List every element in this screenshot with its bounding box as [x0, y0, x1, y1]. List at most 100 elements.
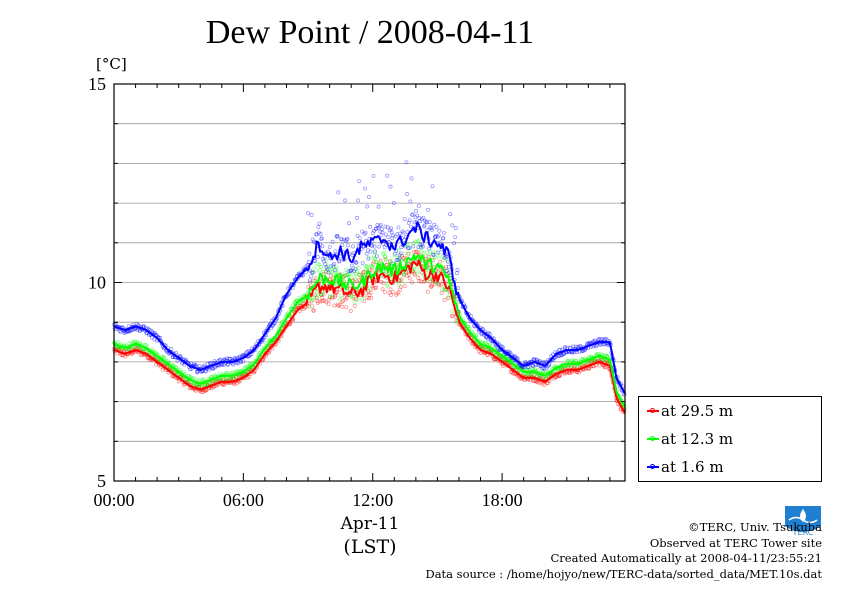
- data-point: [207, 367, 212, 372]
- data-point: [310, 237, 315, 242]
- data-point: [523, 360, 528, 365]
- data-point: [370, 231, 375, 236]
- data-point: [367, 292, 372, 297]
- data-point: [344, 272, 349, 277]
- data-point: [186, 373, 191, 378]
- data-point: [221, 383, 226, 388]
- data-point: [122, 349, 127, 354]
- data-point: [331, 272, 336, 276]
- data-point: [602, 365, 607, 370]
- data-point: [382, 250, 387, 255]
- data-point: [323, 269, 328, 274]
- data-point: [368, 290, 373, 295]
- data-point: [419, 279, 424, 284]
- data-point: [176, 379, 181, 384]
- data-point: [424, 219, 429, 224]
- data-point: [348, 268, 353, 273]
- data-point: [126, 329, 131, 334]
- data-point: [523, 366, 528, 371]
- data-point: [126, 347, 131, 352]
- data-point: [329, 267, 334, 272]
- data-point: [592, 358, 597, 363]
- data-point: [378, 229, 383, 234]
- data-point: [537, 358, 542, 363]
- data-point: [138, 352, 143, 357]
- data-point: [437, 283, 442, 288]
- data-point: [215, 378, 220, 383]
- data-point: [368, 286, 373, 291]
- data-point: [399, 245, 404, 250]
- data-point: [419, 244, 424, 249]
- data-point: [372, 250, 377, 255]
- data-point: [311, 308, 316, 313]
- legend-label: at 12.3 m: [661, 430, 734, 448]
- data-point: [495, 347, 500, 352]
- data-point: [385, 283, 390, 288]
- data-point: [228, 356, 233, 361]
- data-point: [319, 291, 324, 296]
- data-point: [397, 255, 402, 260]
- x-tick-label: 18:00: [482, 490, 523, 510]
- data-point: [552, 376, 556, 381]
- data-point: [524, 373, 529, 378]
- data-point: [317, 262, 322, 267]
- data-point: [267, 350, 271, 355]
- data-point: [597, 363, 602, 368]
- data-point: [186, 379, 191, 384]
- data-point: [323, 262, 328, 267]
- data-point: [412, 272, 417, 277]
- data-point: [378, 222, 383, 227]
- data-point: [144, 343, 149, 348]
- data-point: [397, 257, 401, 262]
- data-point: [481, 345, 486, 350]
- data-point: [486, 336, 491, 341]
- data-point: [433, 280, 438, 285]
- x-tick-label: 12:00: [352, 490, 393, 510]
- data-point: [412, 264, 417, 269]
- data-point: [244, 350, 249, 355]
- data-point: [309, 283, 313, 288]
- data-point: [448, 212, 453, 216]
- data-point: [351, 296, 356, 301]
- data-point: [333, 293, 338, 298]
- data-point: [533, 367, 538, 371]
- data-point: [373, 226, 378, 231]
- data-point: [444, 268, 449, 273]
- data-point: [309, 213, 314, 217]
- data-point: [594, 344, 598, 349]
- data-point: [225, 356, 229, 361]
- data-point: [377, 224, 382, 229]
- data-point: [450, 308, 455, 313]
- data-point: [147, 358, 152, 362]
- data-point: [366, 255, 371, 260]
- data-point: [453, 226, 458, 230]
- data-point: [312, 265, 317, 270]
- data-point: [441, 230, 446, 235]
- data-point: [331, 263, 336, 268]
- data-point: [204, 382, 209, 387]
- data-point: [599, 352, 604, 356]
- data-point: [211, 366, 216, 371]
- x-axis-date-label: Apr-11: [340, 514, 400, 534]
- data-point: [418, 219, 422, 224]
- data-point: [413, 215, 418, 220]
- data-point: [247, 362, 252, 367]
- data-point: [326, 249, 331, 254]
- data-point: [324, 265, 329, 270]
- data-point: [160, 354, 165, 359]
- data-point: [363, 186, 367, 191]
- data-point: [342, 237, 346, 242]
- data-point: [415, 213, 420, 218]
- data-point: [433, 280, 438, 285]
- data-point: [444, 268, 449, 273]
- data-point: [208, 361, 212, 365]
- data-point: [454, 320, 459, 325]
- data-point: [578, 343, 583, 348]
- data-point: [437, 228, 442, 233]
- data-point: [245, 375, 250, 380]
- data-point: [393, 234, 398, 239]
- data-point: [418, 242, 423, 247]
- data-point: [487, 332, 492, 336]
- data-point: [311, 308, 316, 313]
- data-point: [557, 353, 562, 358]
